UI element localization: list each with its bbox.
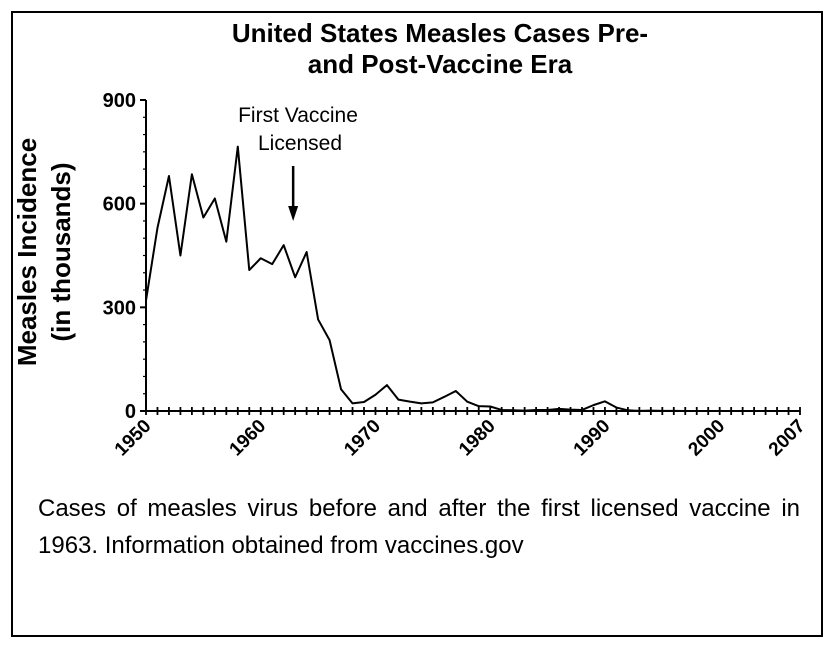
chart-title-line-2: and Post-Vaccine Era (307, 49, 573, 79)
x-tick-label: 2007 (765, 416, 810, 461)
y-axis-label-line-1: Measles Incidence (12, 138, 42, 366)
annotation-line-1: First Vaccine (238, 104, 358, 127)
y-axis-label-line-2: (in thousands) (46, 162, 76, 341)
x-tick-label: 1980 (455, 416, 500, 461)
annotation-arrow-head (288, 206, 299, 221)
series-points (145, 146, 801, 412)
x-tick-label: 1960 (226, 416, 271, 461)
series-line-measles-cases (145, 145, 801, 412)
chart-title-line-1: United States Measles Cases Pre- (231, 18, 649, 48)
annotation-line-2: Licensed (258, 132, 342, 155)
chart-title: United States Measles Cases Pre- and Pos… (150, 18, 730, 80)
y-tick-label: 600 (103, 194, 136, 216)
y-tick-label: 300 (103, 297, 136, 319)
y-tick-labels: 0 300 600 900 (103, 90, 136, 423)
y-tick-label: 900 (103, 90, 136, 112)
x-tick-label: 2000 (684, 416, 729, 461)
x-tick-labels: 1950 1960 1970 1980 1990 2000 2007 (111, 416, 810, 461)
x-tick-label: 1970 (340, 416, 385, 461)
y-tick-label: 0 (125, 401, 136, 423)
x-tick-label: 1990 (570, 416, 615, 461)
figure-caption: Cases of measles virus before and after … (38, 495, 800, 559)
y-ticks (140, 99, 146, 412)
